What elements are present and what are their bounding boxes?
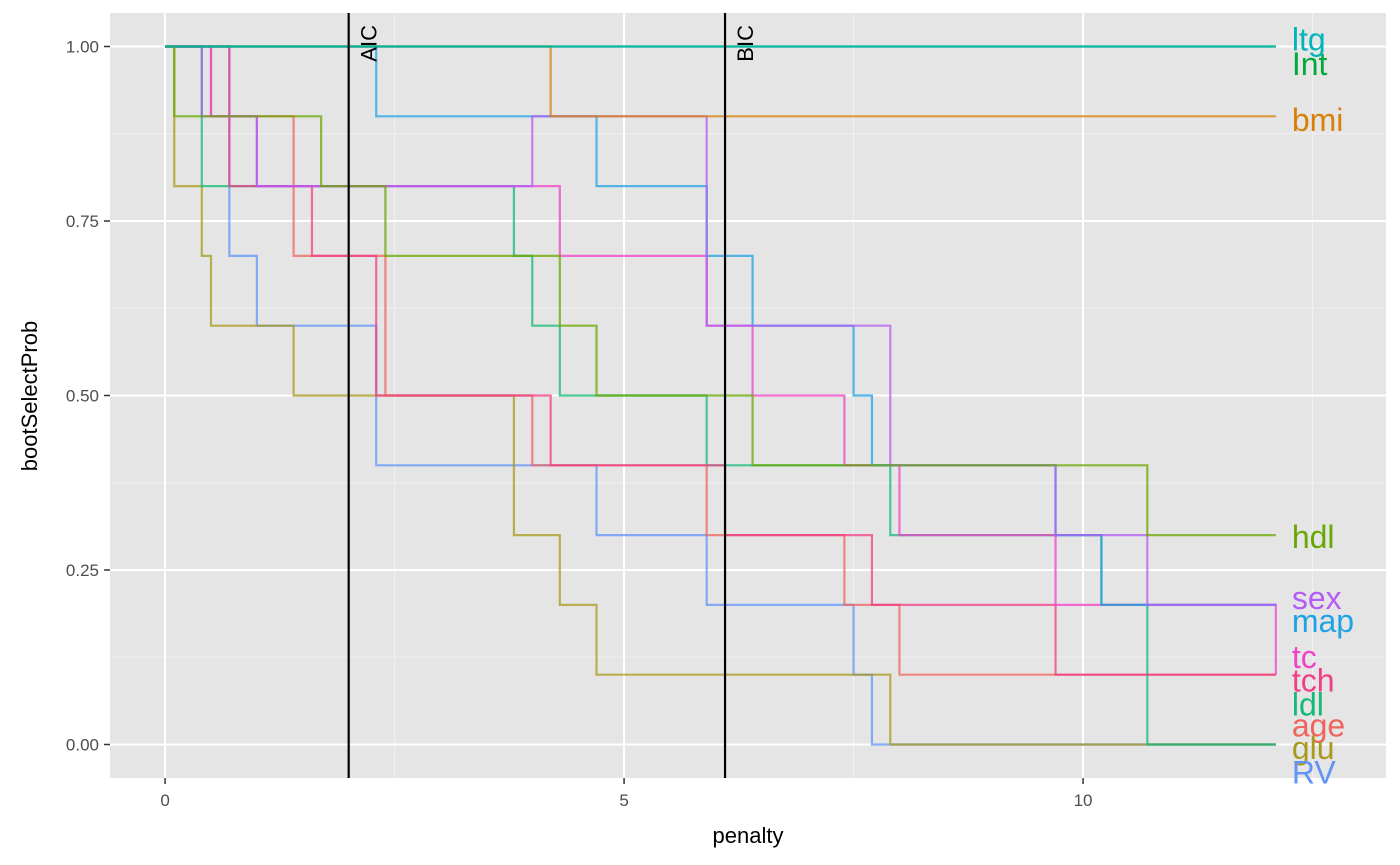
series-label-int: Int — [1292, 46, 1328, 82]
x-tick-label: 10 — [1074, 791, 1093, 810]
series-label-tch: tch — [1292, 662, 1335, 698]
axis-ticks — [104, 45, 1084, 784]
y-axis-title: bootSelectProb — [17, 321, 42, 471]
series-label-sex: sex — [1292, 580, 1342, 616]
series-label-ltg: ltg — [1292, 22, 1326, 58]
y-tick-labels: 0.00 0.25 0.50 0.75 1.00 — [66, 38, 99, 755]
series-label-map: map — [1292, 603, 1354, 639]
y-tick-label: 1.00 — [66, 38, 99, 57]
y-tick-label: 0.75 — [66, 212, 99, 231]
y-tick-label: 0.25 — [66, 561, 99, 580]
series-label-bmi: bmi — [1292, 102, 1344, 138]
series-label-hdl: hdl — [1292, 519, 1335, 555]
vline-label-bic: BIC — [733, 25, 758, 62]
series-label-ldl: ldl — [1292, 687, 1324, 723]
series-label-glu: glu — [1292, 730, 1335, 766]
series-lines — [165, 45, 1277, 746]
reference-lines: AIC BIC — [347, 13, 758, 778]
series-label-tc: tc — [1292, 639, 1317, 675]
y-tick-label: 0.50 — [66, 387, 99, 406]
x-tick-labels: 0 5 10 — [160, 791, 1092, 810]
series-line-hdl — [165, 45, 1276, 537]
x-tick-label: 0 — [160, 791, 169, 810]
series-label-age: age — [1292, 708, 1345, 744]
x-axis-title: penalty — [713, 823, 784, 848]
vline-label-aic: AIC — [357, 25, 382, 62]
series-label-rv: RV — [1292, 754, 1337, 790]
y-tick-label: 0.00 — [66, 735, 99, 754]
x-tick-label: 5 — [619, 791, 628, 810]
